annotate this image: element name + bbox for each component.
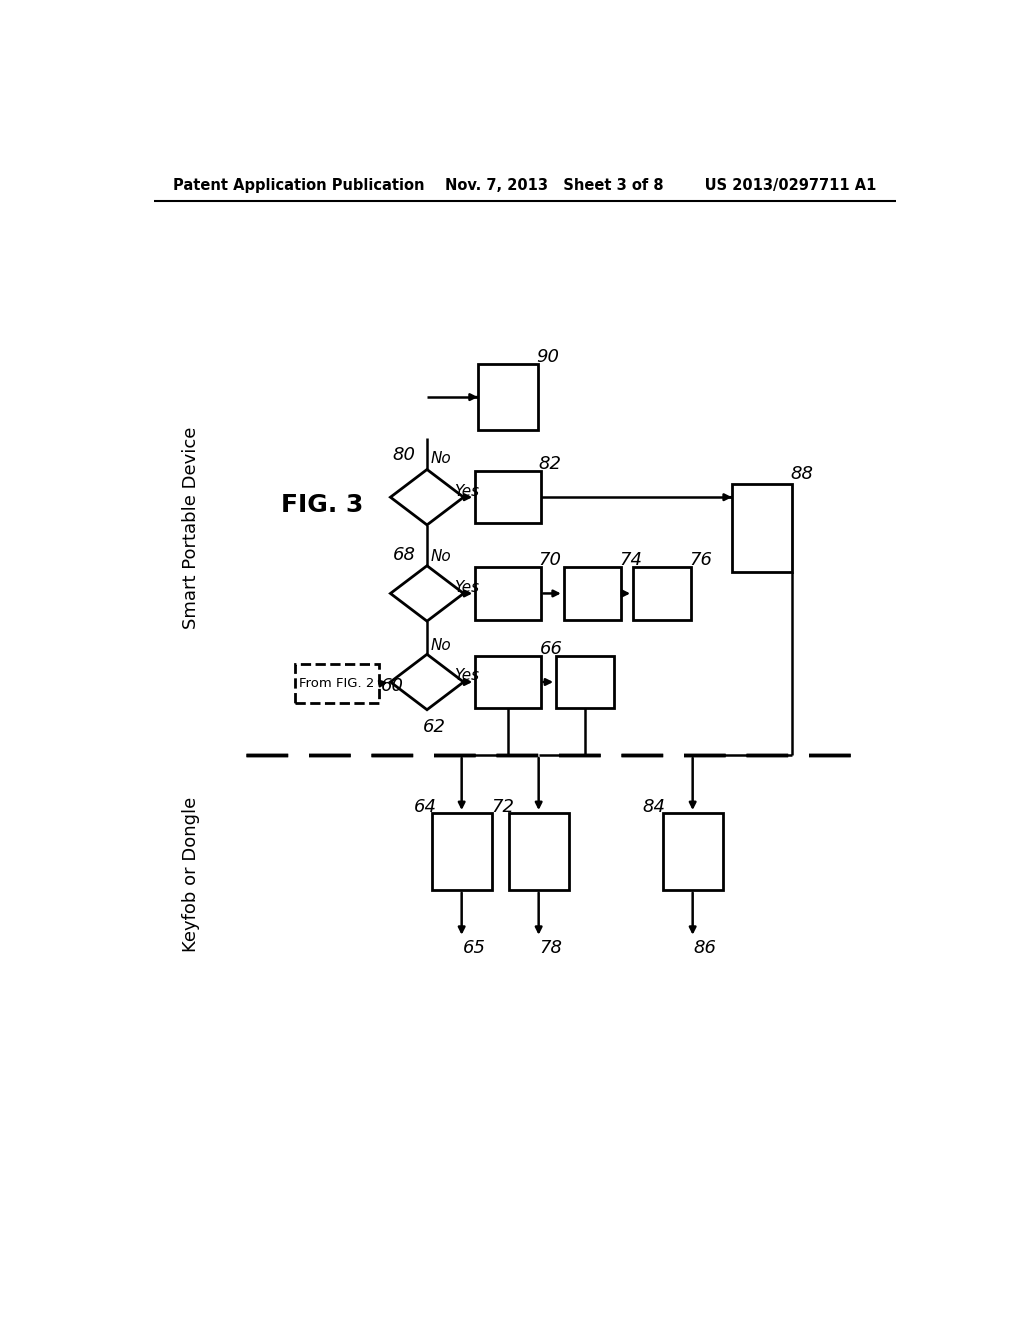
FancyBboxPatch shape bbox=[556, 656, 613, 708]
Text: FIG. 3: FIG. 3 bbox=[281, 492, 364, 517]
Text: Yes: Yes bbox=[455, 579, 479, 595]
FancyBboxPatch shape bbox=[295, 664, 379, 702]
Text: 90: 90 bbox=[537, 348, 559, 366]
Polygon shape bbox=[390, 655, 464, 710]
Text: 68: 68 bbox=[392, 546, 416, 564]
FancyBboxPatch shape bbox=[475, 656, 541, 708]
FancyBboxPatch shape bbox=[475, 471, 541, 524]
Text: Keyfob or Dongle: Keyfob or Dongle bbox=[181, 797, 200, 952]
Text: 64: 64 bbox=[414, 797, 437, 816]
FancyBboxPatch shape bbox=[478, 364, 538, 430]
FancyBboxPatch shape bbox=[475, 568, 541, 619]
Text: 76: 76 bbox=[689, 552, 712, 569]
Text: From FIG. 2: From FIG. 2 bbox=[299, 677, 375, 690]
Text: 65: 65 bbox=[463, 939, 485, 957]
Text: 86: 86 bbox=[693, 939, 717, 957]
Text: Yes: Yes bbox=[455, 483, 479, 499]
Text: 84: 84 bbox=[643, 797, 666, 816]
Text: 80: 80 bbox=[392, 446, 416, 463]
Text: 66: 66 bbox=[541, 640, 563, 657]
Text: Yes: Yes bbox=[455, 668, 479, 684]
Polygon shape bbox=[390, 566, 464, 622]
FancyBboxPatch shape bbox=[633, 568, 691, 619]
Text: 82: 82 bbox=[539, 455, 562, 473]
Text: Smart Portable Device: Smart Portable Device bbox=[181, 426, 200, 630]
FancyBboxPatch shape bbox=[509, 813, 568, 890]
Text: 88: 88 bbox=[791, 465, 813, 483]
FancyBboxPatch shape bbox=[563, 568, 622, 619]
Text: 72: 72 bbox=[490, 797, 514, 816]
Polygon shape bbox=[390, 470, 464, 525]
Text: No: No bbox=[430, 638, 452, 652]
Text: No: No bbox=[430, 451, 452, 466]
Text: No: No bbox=[430, 549, 452, 564]
FancyBboxPatch shape bbox=[432, 813, 492, 890]
FancyBboxPatch shape bbox=[732, 483, 792, 573]
Text: Patent Application Publication    Nov. 7, 2013   Sheet 3 of 8        US 2013/029: Patent Application Publication Nov. 7, 2… bbox=[173, 178, 877, 193]
Text: 74: 74 bbox=[620, 552, 643, 569]
Text: 62: 62 bbox=[423, 718, 446, 735]
FancyBboxPatch shape bbox=[663, 813, 723, 890]
Text: 78: 78 bbox=[540, 939, 562, 957]
Text: 70: 70 bbox=[539, 552, 562, 569]
Text: 60: 60 bbox=[381, 677, 403, 694]
